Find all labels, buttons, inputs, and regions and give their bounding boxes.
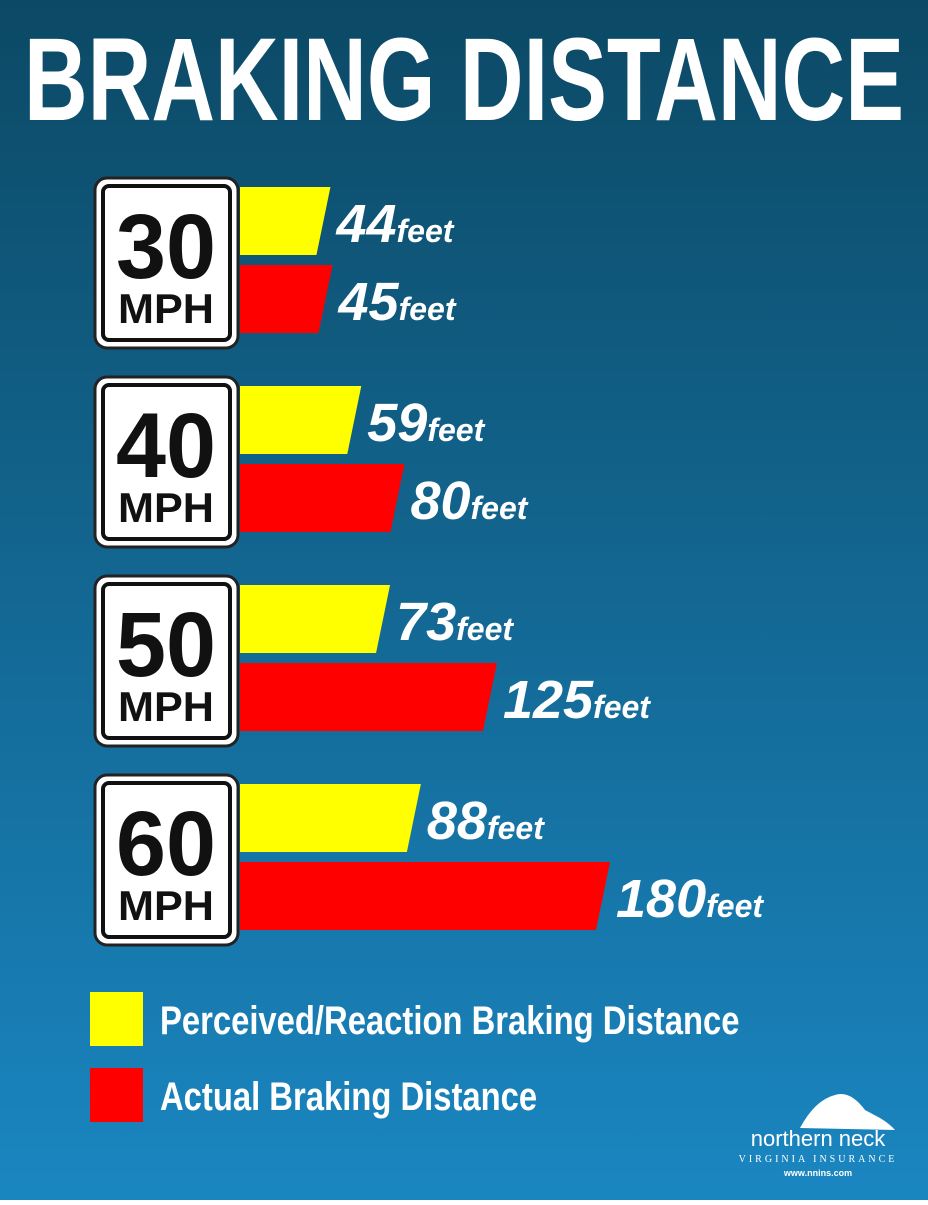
- value-label: 44feet: [335, 194, 454, 254]
- value-number: 88: [427, 791, 487, 851]
- value-unit: feet: [399, 291, 457, 327]
- bar: [240, 784, 421, 852]
- value-label: 180feet: [616, 869, 764, 929]
- bar: [240, 862, 610, 930]
- speed-sign: [93, 375, 240, 549]
- speed-number: 60: [116, 793, 216, 895]
- value-label: 88feet: [427, 791, 545, 851]
- legend-label: Actual Braking Distance: [160, 1074, 537, 1119]
- speed-sign-border: [101, 184, 232, 342]
- legend-label: Perceived/Reaction Braking Distance: [160, 998, 739, 1043]
- speed-unit: MPH: [118, 484, 214, 531]
- bar: [240, 464, 405, 532]
- brand-tagline: VIRGINIA INSURANCE: [739, 1154, 898, 1165]
- value-number: 45: [338, 272, 400, 332]
- speed-unit: MPH: [118, 882, 214, 929]
- value-number: 180: [616, 869, 706, 929]
- speed-number: 50: [116, 594, 216, 696]
- speed-sign: [93, 773, 240, 947]
- value-unit: feet: [706, 888, 764, 924]
- bar: [240, 386, 362, 454]
- value-label: 59feet: [367, 393, 485, 453]
- speed-sign-border: [101, 383, 232, 541]
- value-unit: feet: [593, 689, 651, 725]
- bar: [240, 663, 497, 731]
- value-label: 73feet: [396, 592, 514, 652]
- bar: [240, 265, 333, 333]
- value-number: 73: [396, 592, 456, 652]
- bar: [240, 187, 331, 255]
- brand-url: www.nnins.com: [783, 1168, 852, 1178]
- speed-unit: MPH: [118, 285, 214, 332]
- value-number: 125: [503, 670, 594, 730]
- legend-swatch: [90, 1068, 143, 1122]
- speed-sign-border: [101, 582, 232, 740]
- value-unit: feet: [471, 490, 529, 526]
- speed-unit: MPH: [118, 683, 214, 730]
- value-number: 80: [410, 471, 470, 531]
- speed-sign-border: [101, 781, 232, 939]
- speed-sign: [93, 574, 240, 748]
- chart-title: BRAKING DISTANCE: [24, 14, 904, 146]
- bar: [240, 585, 391, 653]
- value-number: 59: [367, 393, 427, 453]
- logo-mark: [800, 1094, 895, 1130]
- value-unit: feet: [427, 412, 485, 448]
- value-unit: feet: [397, 213, 455, 249]
- brand: northern neck: [751, 1126, 887, 1151]
- value-label: 80feet: [410, 471, 528, 531]
- value-label: 45feet: [338, 272, 457, 332]
- speed-number: 40: [116, 395, 216, 497]
- value-unit: feet: [487, 810, 545, 846]
- value-label: 125feet: [503, 670, 651, 730]
- speed-sign: [93, 176, 240, 350]
- speed-number: 30: [116, 196, 216, 298]
- legend-swatch: [90, 992, 143, 1046]
- value-unit: feet: [456, 611, 514, 647]
- value-number: 44: [335, 194, 396, 254]
